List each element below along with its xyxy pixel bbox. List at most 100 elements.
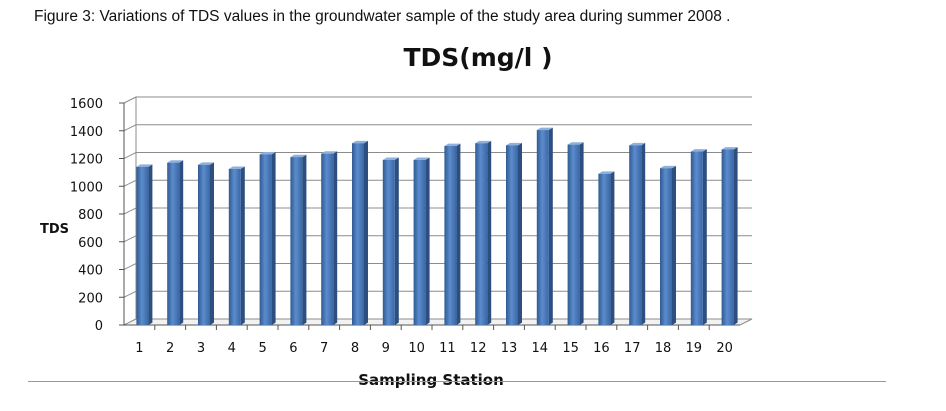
x-tick-label: 16 [593, 341, 610, 356]
divider-line [28, 381, 886, 382]
bar-side [210, 162, 214, 325]
x-tick-label: 11 [439, 341, 456, 356]
bar [444, 143, 461, 325]
gridlines [123, 96, 752, 298]
figure-caption: Figure 3: Variations of TDS values in th… [34, 8, 731, 25]
x-tick-label: 12 [470, 341, 487, 356]
x-tick-label: 15 [562, 341, 579, 356]
x-tick-label: 17 [624, 341, 641, 356]
bar-side [487, 140, 492, 325]
bar [259, 151, 276, 325]
bar-side [456, 143, 461, 325]
bar-side [610, 171, 615, 325]
y-tick-label: 600 [78, 236, 103, 251]
y-tick-label: 1400 [70, 125, 103, 140]
bar-side [518, 142, 522, 325]
x-tick-label: 20 [716, 341, 733, 356]
x-tick-label: 1 [135, 341, 143, 356]
bar-front [536, 130, 549, 325]
y-tick-label: 400 [78, 264, 103, 279]
gridline [123, 179, 752, 187]
bar-front [413, 159, 426, 325]
floor [123, 318, 753, 326]
gridline [123, 207, 752, 215]
x-tick-label: 18 [655, 341, 672, 356]
bar [198, 162, 214, 325]
x-tick-label: 8 [351, 341, 359, 356]
bar-front [598, 173, 611, 325]
x-tick-label: 13 [501, 341, 518, 356]
bar-front [290, 157, 303, 325]
bar-side [702, 149, 707, 325]
bar-front [382, 159, 395, 325]
x-tick-label: 7 [320, 341, 328, 356]
gridline [123, 263, 752, 270]
y-tick-label: 800 [78, 208, 103, 223]
bar-side [333, 151, 338, 325]
bar-front [690, 151, 703, 325]
bar-top [290, 154, 307, 158]
bar [136, 164, 153, 325]
bar-top [660, 165, 676, 169]
y-tick-label: 1000 [70, 180, 103, 195]
bar-side [179, 160, 184, 325]
bar-side [364, 140, 368, 325]
bar-top [259, 151, 276, 155]
bar-side [394, 157, 399, 325]
bar-top [198, 162, 214, 165]
bar [475, 140, 492, 325]
bar-front [721, 149, 734, 325]
bar [228, 166, 245, 325]
bar [352, 140, 368, 325]
gridline [123, 96, 752, 104]
gridline [123, 152, 752, 159]
bar-front [629, 145, 642, 325]
bar-front [167, 162, 180, 325]
x-tick-label: 5 [258, 341, 266, 356]
bar [629, 142, 646, 325]
bar [721, 147, 738, 325]
gridline [123, 290, 752, 298]
x-tick-label: 14 [532, 341, 549, 356]
bar-top [321, 151, 338, 154]
x-axis: 1 2 3 4 5 6 7 8 9 10 11 12 13 14 15 16 17 18 19 20 [124, 324, 740, 356]
bar-front [660, 168, 672, 325]
x-tick-label: 6 [289, 341, 297, 356]
bar [413, 157, 430, 325]
bar-top [536, 127, 553, 131]
bar-top [228, 166, 245, 169]
bar-top [167, 160, 184, 163]
bar-side [733, 147, 738, 325]
bar [321, 151, 338, 325]
bar-side [425, 157, 430, 325]
bar-front [321, 153, 334, 325]
bar-top [629, 142, 646, 146]
x-tick-label: 19 [686, 341, 703, 356]
bar [598, 171, 615, 325]
bar-front [198, 164, 210, 325]
y-tick-label: 1600 [70, 97, 103, 112]
bar-front [475, 143, 488, 325]
bar-side [148, 164, 153, 325]
bar-front [352, 143, 364, 325]
bar-side [271, 151, 276, 325]
y-tick-label: 0 [95, 319, 103, 334]
chart-title: TDS(mg/l ) [403, 43, 552, 72]
x-tick-label: 2 [166, 341, 174, 356]
bar [382, 157, 399, 325]
x-axis-label: Sampling Station [358, 371, 504, 389]
y-tick-label: 1200 [70, 153, 103, 168]
y-axis: 0 200 400 600 800 1000 1200 1400 1600 [70, 97, 125, 334]
bar-front [136, 166, 149, 325]
bar-top [382, 157, 399, 160]
bar-side [672, 165, 676, 325]
bar-side [641, 142, 646, 325]
bar-side [240, 166, 245, 325]
bars [136, 127, 738, 325]
bar-top [136, 164, 153, 167]
bar [167, 160, 184, 325]
x-tick-label: 9 [382, 341, 390, 356]
gridline [123, 124, 752, 132]
bar-side [579, 142, 584, 325]
